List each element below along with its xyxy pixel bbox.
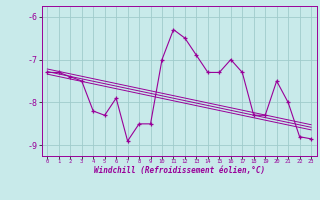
X-axis label: Windchill (Refroidissement éolien,°C): Windchill (Refroidissement éolien,°C) (94, 166, 265, 175)
